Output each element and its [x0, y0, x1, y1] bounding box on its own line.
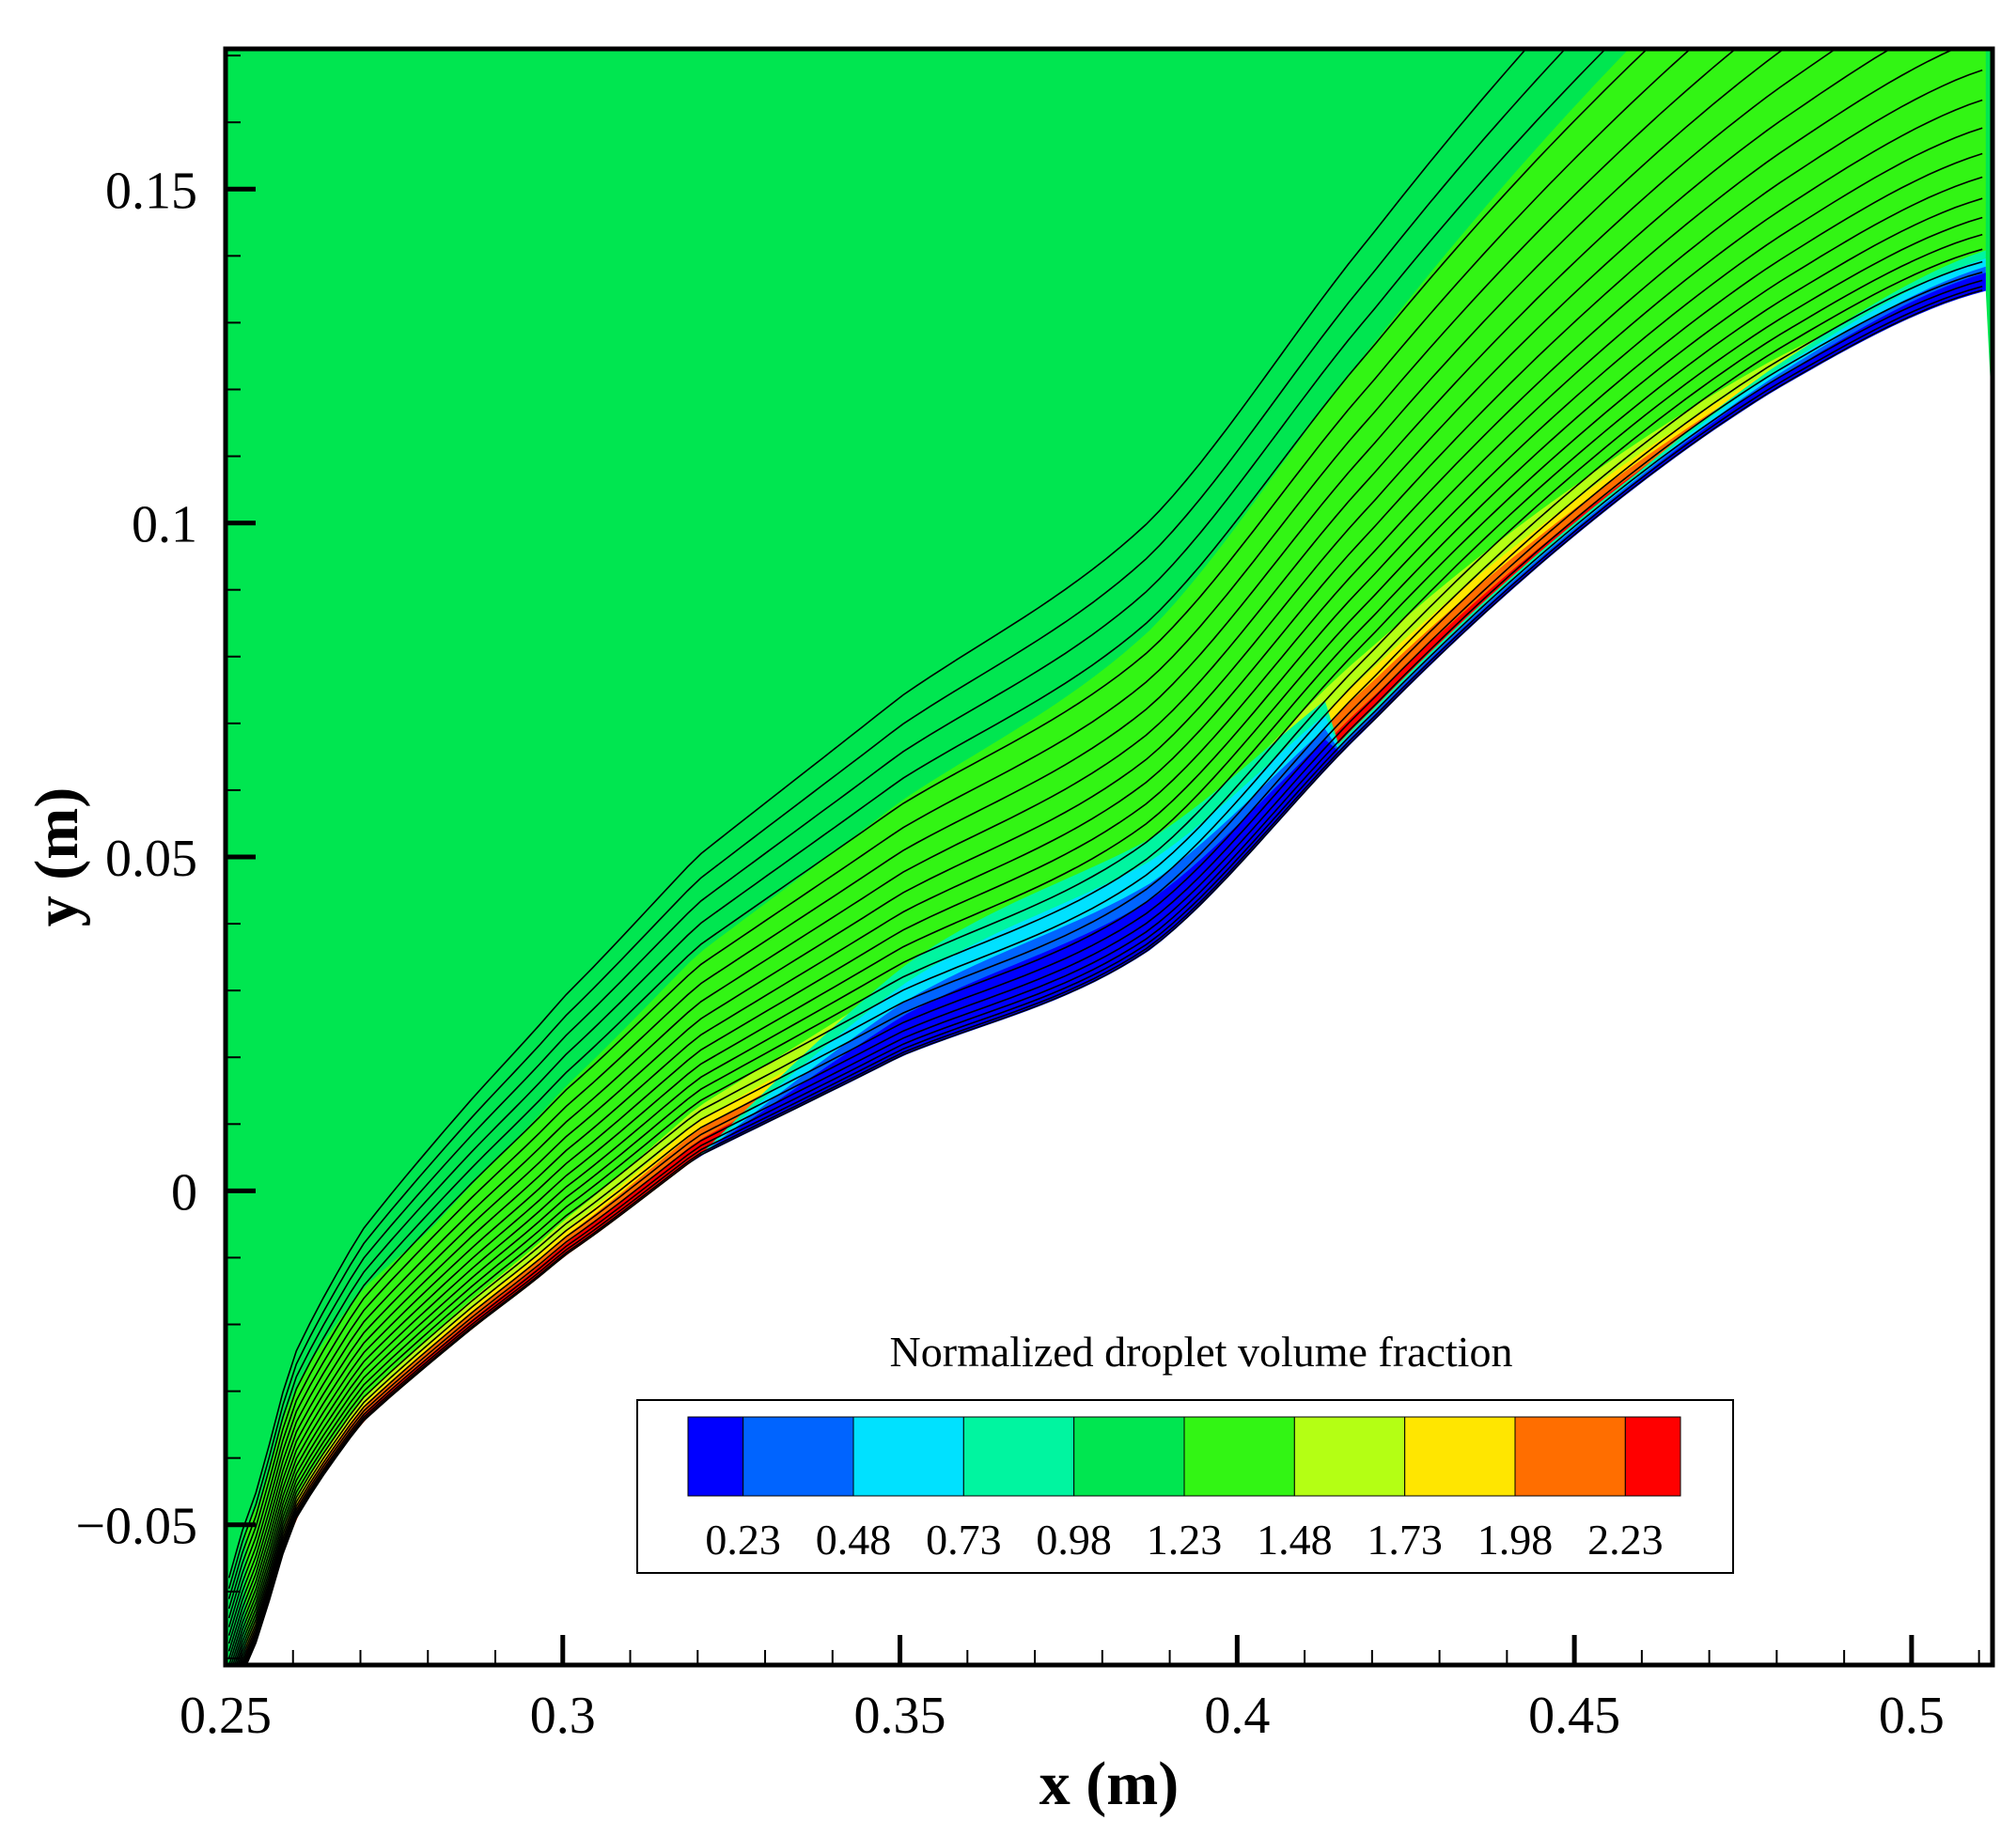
streamline	[227, 49, 1892, 1652]
legend-level-label: 2.23	[1587, 1516, 1664, 1564]
streamline	[241, 248, 1983, 1665]
y-tick-label: 0.15	[105, 162, 197, 220]
streamline	[242, 260, 1983, 1665]
y-tick-label: −0.05	[75, 1498, 197, 1556]
legend-swatch	[742, 1416, 854, 1497]
streamline	[240, 233, 1983, 1665]
legend-level-label: 0.98	[1036, 1516, 1112, 1564]
streamline	[238, 216, 1983, 1665]
y-axis: −0.05 0 0.05 0.1 0.15	[75, 54, 256, 1659]
x-tick-label: 0.45	[1528, 1687, 1620, 1745]
x-tick-label: 0.25	[180, 1687, 272, 1745]
x-tick-label: 0.3	[530, 1687, 596, 1745]
streamline	[245, 289, 1983, 1665]
streamline	[227, 49, 1837, 1644]
depleted-layer-3	[245, 272, 1986, 1665]
legend-swatch	[1293, 1416, 1406, 1497]
streamline	[227, 49, 1786, 1636]
legend-level-label: 0.73	[926, 1516, 1002, 1564]
x-axis: 0.25 0.3 0.35 0.4 0.45 0.5	[180, 1635, 1980, 1745]
solid-body	[245, 290, 1993, 1665]
legend-colorbar	[687, 1416, 1681, 1497]
streamline	[244, 286, 1983, 1665]
legend-levels: 0.23 0.48 0.73 0.98 1.23 1.48 1.73 1.98 2.23	[705, 1516, 1663, 1564]
legend-level-label: 0.23	[705, 1516, 781, 1564]
x-tick-label: 0.35	[854, 1687, 946, 1745]
legend-level-label: 1.73	[1367, 1516, 1443, 1564]
legend: Normalized droplet volume fraction 0.23 0…	[636, 1328, 1734, 1574]
legend-swatch	[687, 1416, 744, 1497]
streamline	[227, 49, 1607, 1599]
legend-swatch	[1514, 1416, 1626, 1497]
y-tick-label: 0	[171, 1163, 197, 1222]
streamline	[227, 49, 1567, 1589]
y-axis-title: y (m)	[23, 787, 91, 926]
streamlines	[227, 49, 1983, 1665]
legend-swatch	[1183, 1416, 1295, 1497]
streamline	[243, 279, 1983, 1665]
x-tick-label: 0.4	[1204, 1687, 1270, 1745]
legend-level-label: 1.23	[1147, 1516, 1223, 1564]
legend-swatch	[1404, 1416, 1516, 1497]
streamline	[227, 49, 1527, 1579]
streamline	[232, 127, 1983, 1665]
legend-level-label: 1.48	[1257, 1516, 1333, 1564]
streamline	[227, 49, 1737, 1627]
legend-swatch	[962, 1416, 1075, 1497]
streamline	[233, 152, 1983, 1665]
legend-swatch	[1073, 1416, 1185, 1497]
streamline	[227, 49, 1649, 1610]
streamline	[230, 99, 1983, 1665]
streamline	[227, 49, 1957, 1659]
x-axis-title: x (m)	[1039, 1750, 1179, 1818]
y-tick-label: 0.05	[105, 830, 197, 888]
legend-level-label: 0.48	[816, 1516, 892, 1564]
streamline	[227, 69, 1983, 1665]
legend-swatch	[1624, 1416, 1681, 1497]
streamline	[242, 271, 1983, 1665]
legend-title: Normalized droplet volume fraction	[890, 1328, 1513, 1376]
streamline	[235, 176, 1983, 1665]
legend-swatch	[852, 1416, 964, 1497]
streamline	[237, 197, 1983, 1665]
y-tick-label: 0.1	[132, 496, 197, 554]
legend-level-label: 1.98	[1477, 1516, 1554, 1564]
x-tick-label: 0.5	[1879, 1687, 1945, 1745]
plot-area	[226, 49, 1993, 1665]
